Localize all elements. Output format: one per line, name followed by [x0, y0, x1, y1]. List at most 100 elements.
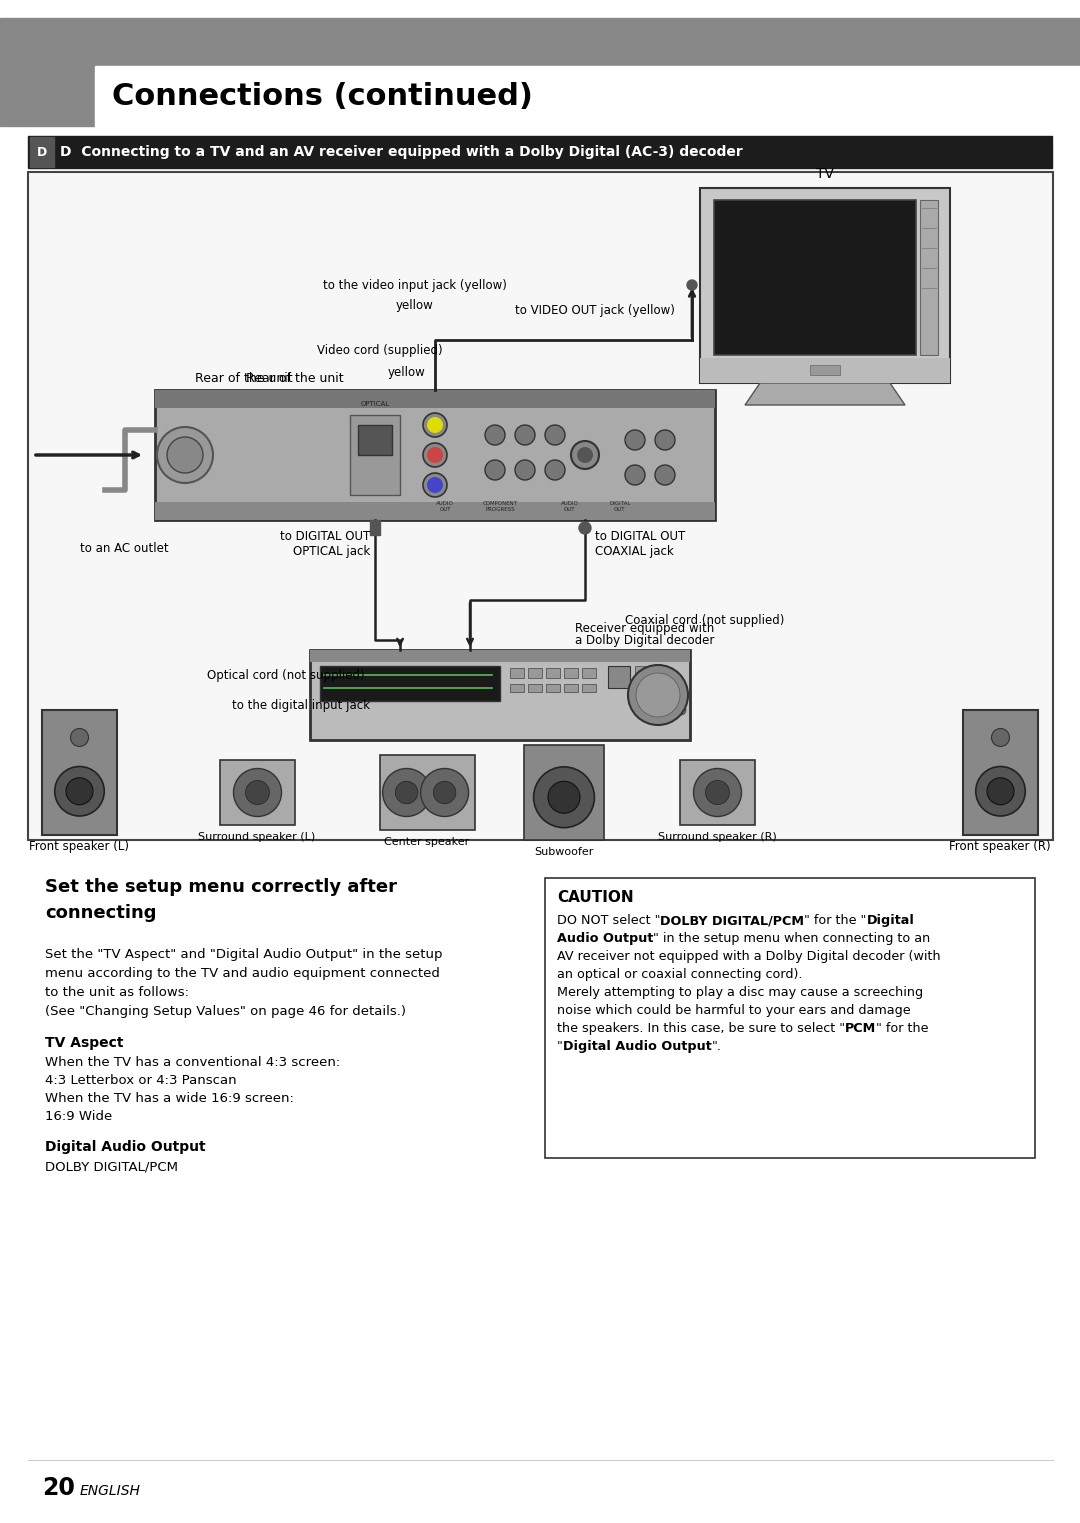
Bar	[524, 745, 604, 841]
Text: the speakers. In this case, be sure to select ": the speakers. In this case, be sure to s…	[557, 1022, 846, 1036]
Circle shape	[577, 446, 593, 463]
Text: Surround speaker (L): Surround speaker (L)	[199, 832, 315, 842]
Circle shape	[157, 426, 213, 483]
Bar	[156, 390, 715, 408]
Bar	[42, 710, 117, 835]
Text: Set the "TV Aspect" and "Digital Audio Output" in the setup: Set the "TV Aspect" and "Digital Audio O…	[45, 947, 443, 961]
Text: Receiver equipped with: Receiver equipped with	[576, 621, 715, 635]
Text: D: D	[37, 146, 48, 158]
Text: a Dolby Digital decoder: a Dolby Digital decoder	[576, 634, 715, 646]
Bar	[156, 503, 715, 519]
Text: to the video input jack (yellow): to the video input jack (yellow)	[323, 279, 507, 291]
Bar	[510, 684, 524, 691]
Circle shape	[648, 705, 658, 714]
Circle shape	[427, 477, 443, 493]
Text: Optical cord (not supplied): Optical cord (not supplied)	[207, 669, 365, 681]
Text: Digital Audio Output: Digital Audio Output	[45, 1141, 205, 1154]
Text: Rear of the unit: Rear of the unit	[195, 372, 293, 384]
Text: noise which could be harmful to your ears and damage: noise which could be harmful to your ear…	[557, 1004, 910, 1017]
Text: AUDIO
OUT: AUDIO OUT	[562, 501, 579, 512]
Bar	[30, 137, 54, 168]
Circle shape	[693, 769, 742, 816]
Circle shape	[975, 766, 1025, 816]
Circle shape	[433, 781, 456, 804]
Text: " in the setup menu when connecting to an: " in the setup menu when connecting to a…	[653, 932, 931, 944]
Bar	[220, 760, 295, 825]
Circle shape	[423, 443, 447, 468]
Bar	[700, 187, 950, 382]
Bar	[546, 684, 561, 691]
Circle shape	[55, 766, 105, 816]
Text: COMPONENT
PROGRESS: COMPONENT PROGRESS	[483, 501, 517, 512]
Circle shape	[382, 769, 431, 816]
Bar	[95, 65, 1080, 126]
Circle shape	[70, 728, 89, 746]
Text: Rear of the unit: Rear of the unit	[246, 372, 343, 384]
Bar	[608, 666, 630, 688]
Text: Subwoofer: Subwoofer	[535, 847, 594, 857]
Circle shape	[625, 465, 645, 484]
Text: Merely attempting to play a disc may cause a screeching: Merely attempting to play a disc may cau…	[557, 985, 923, 999]
Text: D  Connecting to a TV and an AV receiver equipped with a Dolby Digital (AC-3) de: D Connecting to a TV and an AV receiver …	[60, 145, 743, 158]
Text: TV Aspect: TV Aspect	[45, 1036, 123, 1049]
Bar	[545, 877, 1035, 1157]
Text: CAUTION: CAUTION	[557, 889, 634, 905]
Circle shape	[534, 768, 594, 827]
Text: yellow: yellow	[396, 299, 434, 312]
Bar	[680, 760, 755, 825]
Circle shape	[654, 465, 675, 484]
Text: menu according to the TV and audio equipment connected: menu according to the TV and audio equip…	[45, 967, 440, 979]
Bar	[635, 666, 647, 678]
Circle shape	[485, 460, 505, 480]
Bar	[320, 666, 500, 701]
Circle shape	[625, 429, 645, 449]
Text: yellow: yellow	[388, 366, 426, 379]
Bar	[370, 519, 380, 535]
Circle shape	[987, 778, 1014, 804]
Text: ".: ".	[712, 1040, 721, 1052]
Text: OPTICAL: OPTICAL	[361, 401, 390, 407]
Text: DOLBY DIGITAL/PCM: DOLBY DIGITAL/PCM	[45, 1161, 178, 1173]
Bar	[0, 18, 1080, 65]
Text: to the digital input jack: to the digital input jack	[232, 699, 370, 711]
Text: PCM: PCM	[846, 1022, 876, 1036]
Text: Audio Output: Audio Output	[557, 932, 653, 944]
Bar	[700, 358, 950, 382]
Text: ENGLISH: ENGLISH	[80, 1483, 140, 1499]
Circle shape	[654, 429, 675, 449]
Text: Surround speaker (R): Surround speaker (R)	[658, 832, 777, 842]
Text: Digital Audio Output: Digital Audio Output	[563, 1040, 712, 1052]
Bar	[510, 669, 524, 678]
Bar	[582, 684, 596, 691]
Circle shape	[515, 460, 535, 480]
Bar	[564, 669, 578, 678]
Text: (See "Changing Setup Values" on page 46 for details.): (See "Changing Setup Values" on page 46 …	[45, 1005, 406, 1017]
Bar	[546, 669, 561, 678]
Bar	[635, 679, 647, 691]
Circle shape	[627, 666, 688, 725]
Text: 16:9 Wide: 16:9 Wide	[45, 1110, 112, 1122]
Bar	[380, 755, 475, 830]
Text: When the TV has a conventional 4:3 screen:: When the TV has a conventional 4:3 scree…	[45, 1055, 340, 1069]
Bar	[810, 366, 840, 375]
Bar	[582, 669, 596, 678]
Text: Front speaker (L): Front speaker (L)	[29, 841, 129, 853]
Circle shape	[571, 442, 599, 469]
Text: When the TV has a wide 16:9 screen:: When the TV has a wide 16:9 screen:	[45, 1092, 294, 1106]
Text: Set the setup menu correctly after: Set the setup menu correctly after	[45, 877, 397, 896]
Text: Digital: Digital	[867, 914, 915, 928]
Text: " for the: " for the	[876, 1022, 929, 1036]
Circle shape	[705, 780, 729, 804]
Text: connecting: connecting	[45, 905, 157, 921]
Circle shape	[420, 769, 469, 816]
Bar	[528, 684, 542, 691]
Bar	[310, 650, 690, 740]
Circle shape	[66, 778, 93, 804]
Circle shape	[167, 437, 203, 474]
Circle shape	[423, 474, 447, 496]
Circle shape	[423, 413, 447, 437]
Text: to VIDEO OUT jack (yellow): to VIDEO OUT jack (yellow)	[515, 303, 675, 317]
Circle shape	[427, 446, 443, 463]
Text: DIGITAL
OUT: DIGITAL OUT	[609, 501, 631, 512]
Bar	[0, 65, 95, 126]
